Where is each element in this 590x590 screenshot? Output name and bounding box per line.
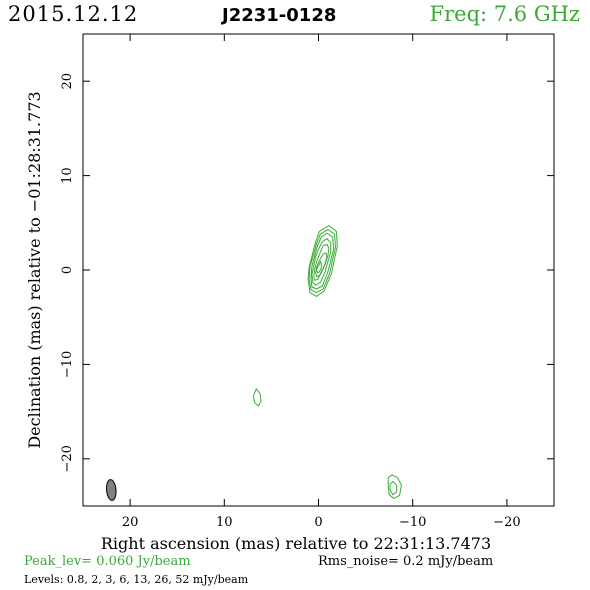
y-tick-label-1: −10: [60, 351, 75, 378]
y-axis-label: Declination (mas) relative to −01:28:31.…: [25, 91, 44, 448]
y-tick-label-3: 10: [60, 167, 75, 184]
beam-layer: [106, 479, 117, 501]
contour-line-5: [315, 252, 328, 278]
contour-line-9: [389, 480, 398, 496]
x-tick-label-0: 20: [122, 515, 139, 530]
ticklabel-layer: 20 10 0 −10 −20 −20 −10 0 10 20: [60, 73, 521, 530]
contour-line-6: [316, 260, 322, 274]
x-axis-label: Right ascension (mas) relative to 22:31:…: [101, 534, 491, 553]
x-tick-label-1: 10: [216, 515, 233, 530]
frequency-label: Freq: 7.6 GHz: [429, 2, 580, 26]
x-tick-label-2: 0: [314, 515, 322, 530]
peak-level: Peak_lev= 0.060 Jy/beam: [24, 554, 191, 569]
contour-layer: [252, 224, 402, 499]
source-name: J2231-0128: [222, 5, 337, 26]
contour-line-0: [307, 224, 338, 297]
contour-line-8: [387, 474, 402, 499]
contour-line-1: [308, 228, 337, 294]
plot-frame: [82, 33, 555, 507]
beam-ellipse: [106, 479, 117, 501]
y-tick-label-4: 20: [60, 73, 75, 90]
y-tick-label-2: 0: [60, 266, 75, 274]
observation-date: 2015.12.12: [8, 2, 139, 26]
x-tick-label-4: −20: [493, 515, 520, 530]
contour-levels: Levels: 0.8, 2, 3, 6, 13, 26, 52 mJy/bea…: [24, 573, 249, 586]
contour-line-7: [252, 387, 262, 407]
contour-line-3: [311, 238, 332, 286]
tick-layer: [83, 34, 554, 506]
contour-line-2: [310, 232, 335, 290]
y-tick-label-0: −20: [60, 445, 75, 472]
rms-noise: Rms_noise= 0.2 mJy/beam: [318, 554, 494, 569]
x-tick-label-3: −10: [399, 515, 426, 530]
